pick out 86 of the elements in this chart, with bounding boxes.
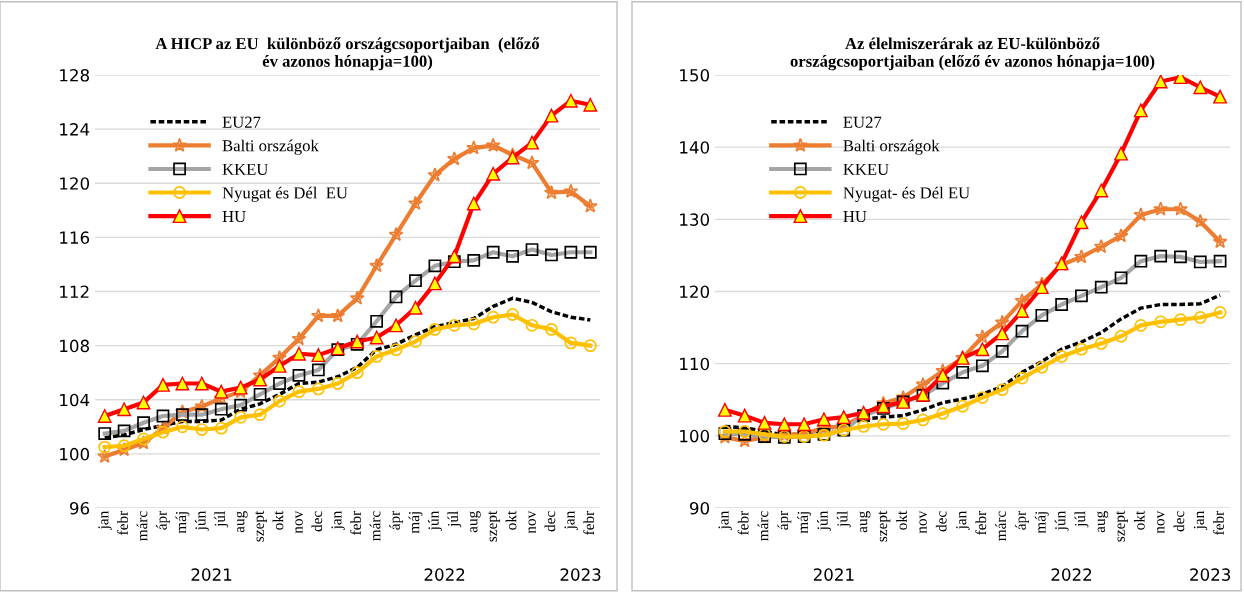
text: 2023 — [1190, 568, 1231, 581]
text: 2023 — [560, 568, 601, 581]
legend-label: Balti országok — [843, 139, 940, 155]
legend-label: EU27 — [222, 116, 261, 128]
x-tick-label: aug — [859, 511, 871, 533]
y-tick-label: 128 — [60, 68, 89, 82]
legend-label: Nyugat és Dél EU — [222, 186, 348, 202]
x-tick-label: okt — [1133, 510, 1145, 530]
x-tick-label: szept — [1116, 510, 1128, 542]
x-tick-label: ápr — [389, 510, 403, 530]
x-tick-label: ápr — [1015, 510, 1029, 530]
x-tick-label: okt — [505, 510, 517, 530]
text: 2022 — [1051, 568, 1092, 581]
x-tick-label: nov — [1157, 510, 1165, 534]
x-tick-label: jan — [331, 511, 345, 530]
x-tick-label: ápr — [156, 510, 170, 530]
x-tick-label: márc — [995, 511, 1007, 541]
x-tick-label: jún — [427, 511, 442, 531]
x-tick-label: febr — [737, 510, 749, 535]
y-tick-label: 140 — [680, 141, 710, 154]
y-tick-label: 100 — [60, 447, 90, 461]
x-tick-label: márc — [757, 511, 769, 541]
y-tick-label: 112 — [60, 285, 89, 298]
x-tick-label: aug — [1097, 511, 1109, 533]
y-tick-label: 96 — [69, 501, 90, 515]
x-tick-label: febr — [975, 510, 987, 535]
x-tick-label: nov — [528, 510, 536, 534]
x-tick-label: febr — [350, 510, 362, 535]
x-tick-label: júl — [214, 511, 229, 528]
x-tick-label: jan — [718, 511, 732, 530]
x-tick-label: ápr — [777, 510, 792, 530]
text: 2021 — [813, 568, 854, 581]
text: 2022 — [424, 568, 465, 581]
x-tick-label: nov — [295, 510, 303, 534]
legend-label: Nyugat- és Dél EU — [843, 186, 970, 202]
y-tick-label: 120 — [680, 285, 710, 299]
x-tick-label: márc — [136, 511, 148, 541]
x-tick-label: máj — [1034, 512, 1049, 534]
y-tick-label: 108 — [60, 339, 89, 353]
x-tick-label: szept — [878, 510, 891, 542]
x-tick-label: máj — [797, 512, 812, 534]
x-tick-label: nov — [919, 510, 927, 534]
x-tick-label: febr — [583, 510, 595, 535]
x-tick-label: dec — [1173, 511, 1185, 532]
y-tick-label: 124 — [60, 123, 90, 136]
y-tick-label: 110 — [680, 357, 710, 371]
x-tick-label: dec — [935, 511, 947, 532]
chart-title: A HICP az EU különböző országcsoportjaiban (előző év azonos hónapja=100) — [155, 37, 540, 71]
x-tick-label: jan — [564, 511, 578, 530]
x-tick-label: jún — [817, 511, 831, 531]
y-tick-label: 130 — [680, 213, 710, 226]
chart-title: Az élelmiszerárak az EU-különböző országcsoportjaiban (előző év azonos hónapja=100) — [790, 37, 1155, 71]
x-tick-label: jan — [1193, 511, 1208, 530]
x-tick-label: jan — [98, 511, 112, 530]
legend-label: EU27 — [843, 116, 882, 128]
x-tick-label: dec — [544, 511, 556, 532]
x-tick-label: okt — [272, 510, 284, 530]
x-tick-label: jún — [1054, 511, 1069, 531]
x-tick-label: máj — [175, 512, 190, 534]
x-tick-label: okt — [896, 510, 907, 530]
text: 2021 — [191, 568, 232, 581]
x-tick-label: szept — [488, 510, 501, 542]
x-tick-label: febr — [117, 510, 128, 535]
y-tick-label: 100 — [680, 429, 710, 443]
y-tick-label: 104 — [60, 393, 90, 407]
x-tick-label: júl — [447, 511, 462, 528]
x-tick-label: szept — [255, 510, 268, 542]
x-tick-label: jan — [956, 511, 970, 530]
y-tick-label: 116 — [60, 231, 90, 244]
x-tick-label: aug — [236, 511, 248, 533]
y-tick-label: 120 — [60, 177, 90, 190]
x-tick-label: júl — [1074, 511, 1089, 528]
x-tick-label: jún — [194, 511, 209, 531]
legend-label: KKEU — [222, 163, 269, 175]
x-tick-label: máj — [408, 512, 423, 534]
x-tick-label: márc — [369, 511, 381, 541]
y-tick-label: 150 — [680, 68, 710, 82]
y-tick-label: 90 — [689, 501, 710, 515]
legend-label: KKEU — [843, 163, 889, 175]
legend-label: HU — [222, 211, 246, 223]
x-tick-label: dec — [311, 511, 323, 532]
legend-label: Balti országok — [222, 139, 319, 155]
x-tick-label: aug — [469, 511, 481, 533]
x-tick-label: júl — [836, 511, 851, 528]
x-tick-label: febr — [1213, 510, 1224, 535]
legend-label: HU — [843, 211, 867, 223]
